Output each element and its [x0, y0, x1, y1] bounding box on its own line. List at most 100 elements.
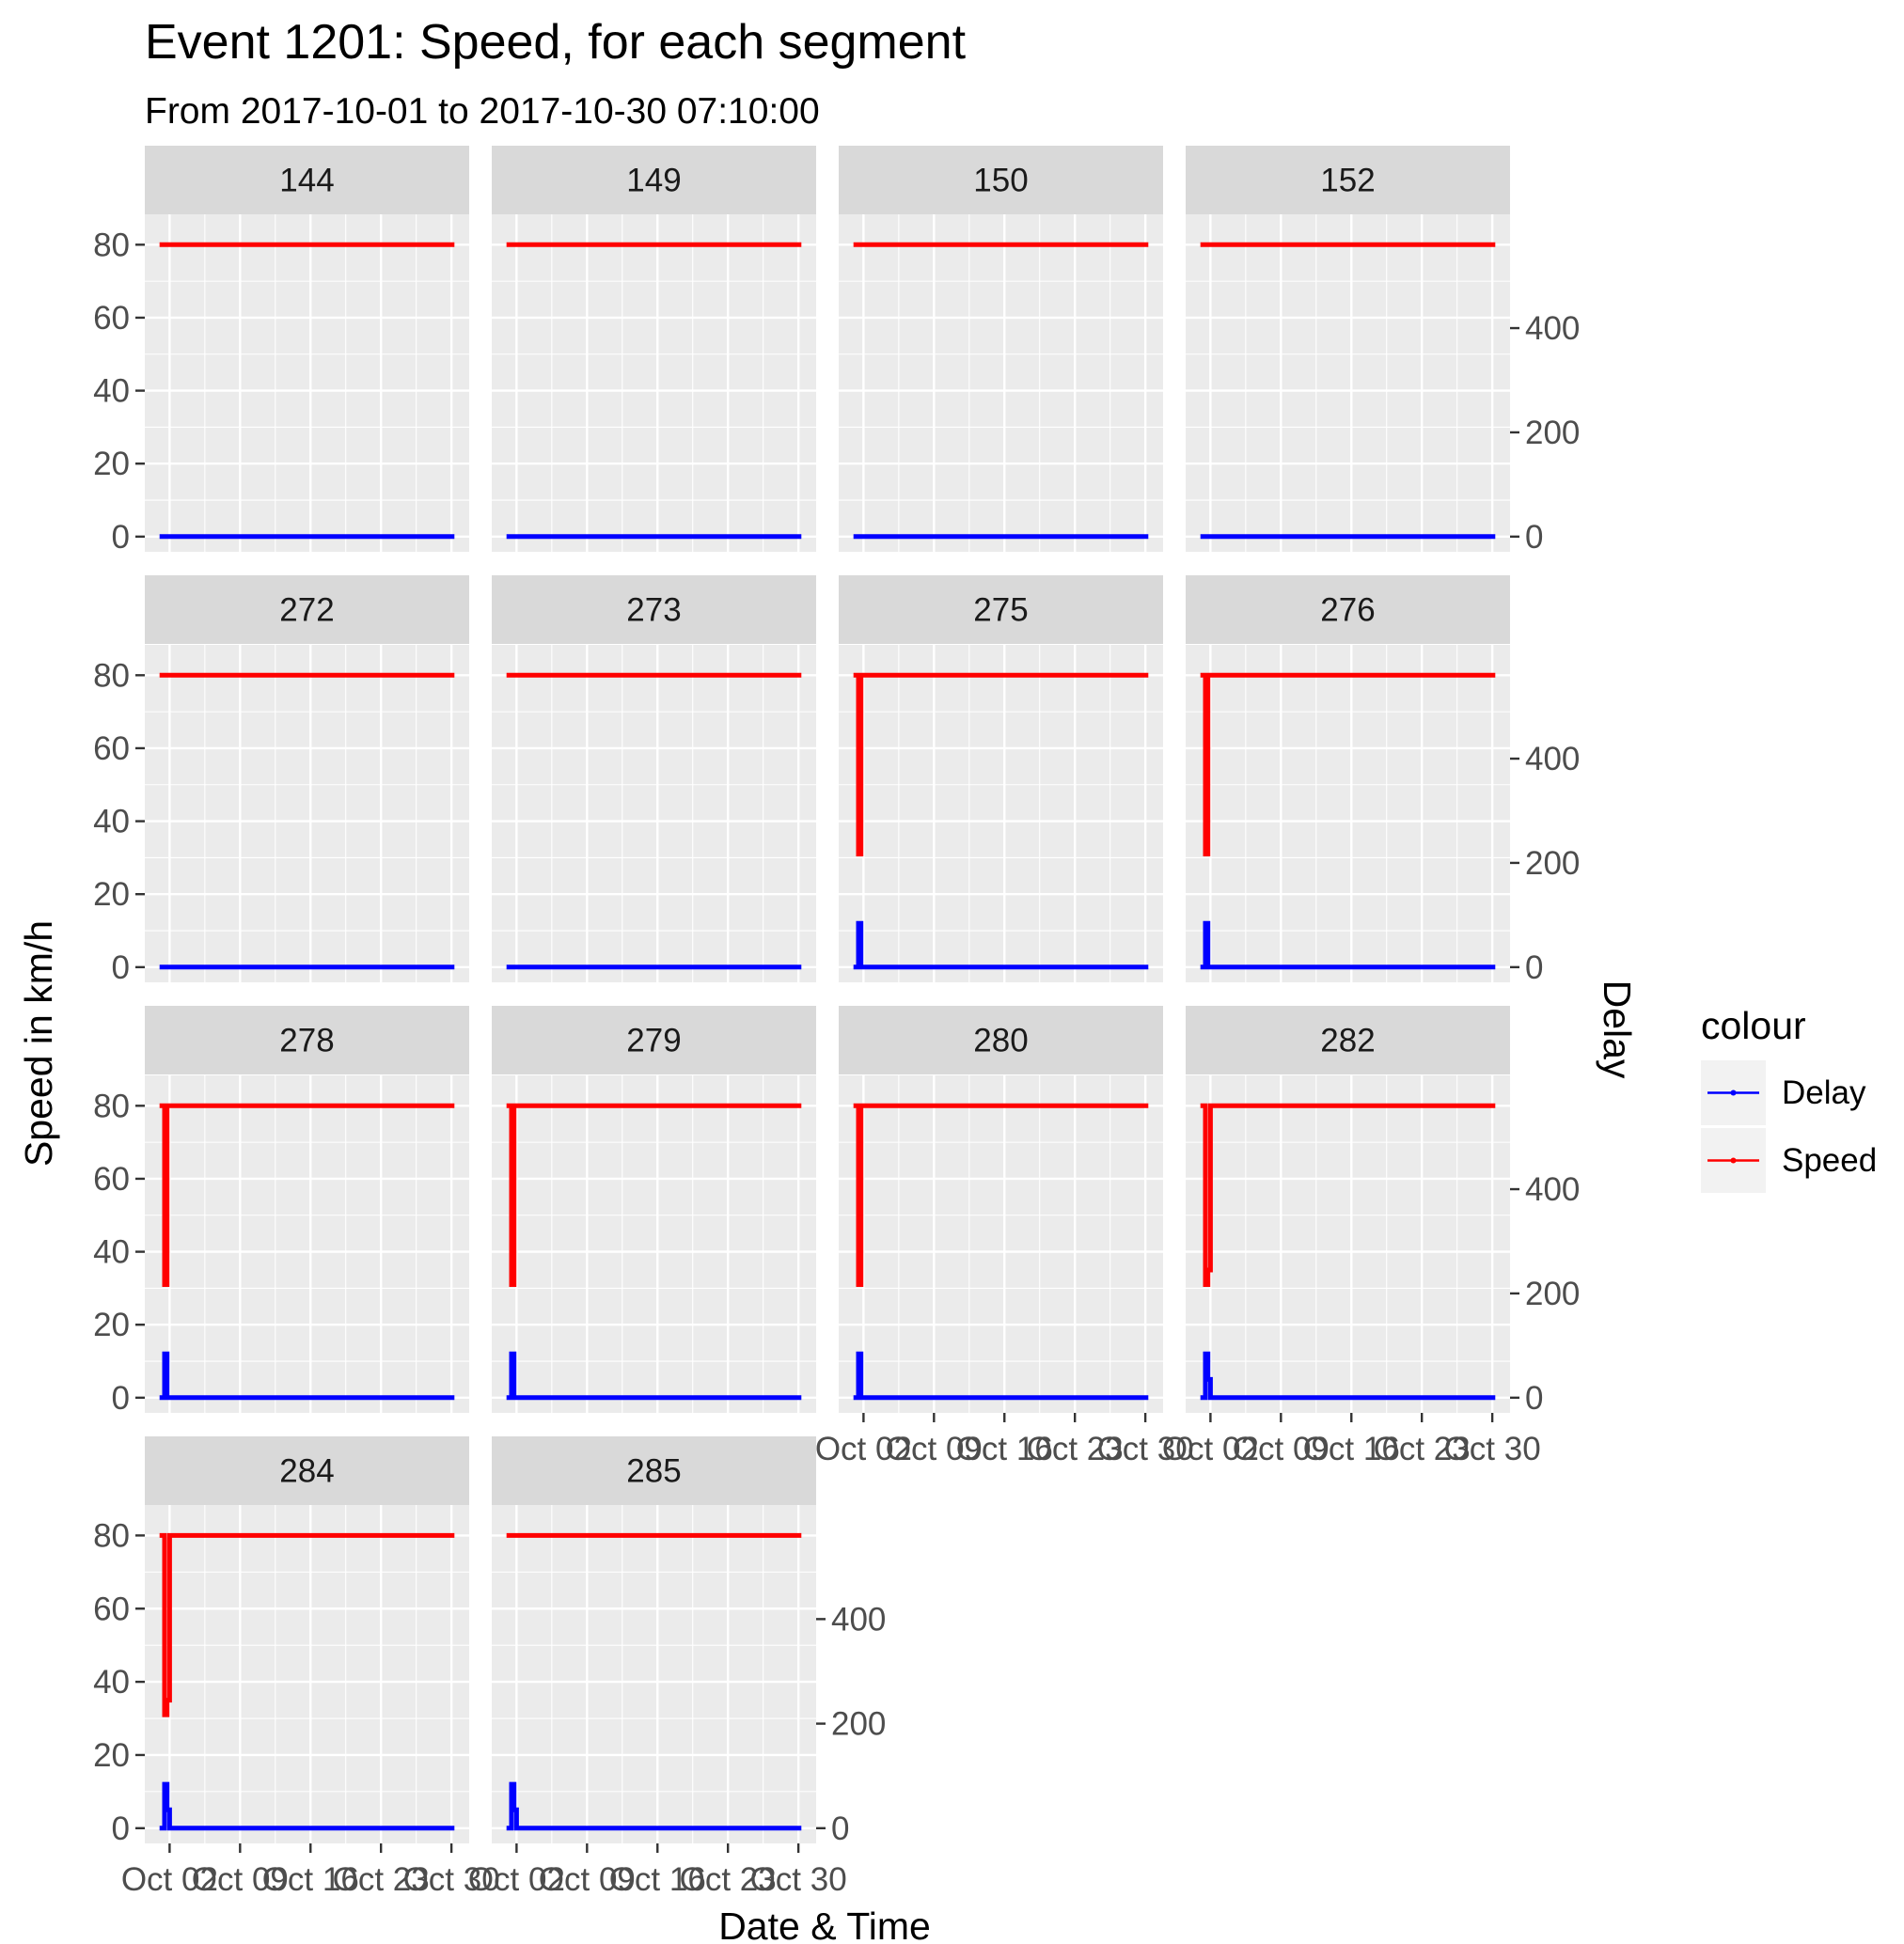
panel-background — [492, 645, 816, 982]
facet-strip-label: 150 — [973, 163, 1028, 199]
x-tick-label: Oct 09 — [539, 1861, 636, 1898]
speed-line — [853, 672, 1149, 856]
x-tick-label: Oct 30 — [1444, 1431, 1541, 1467]
facet-strip — [492, 575, 816, 644]
y-tick-label: 40 — [93, 804, 130, 840]
chart-subtitle: From 2017-10-01 to 2017-10-30 07:10:00 — [145, 91, 820, 132]
x-tick-label: Oct 23 — [1027, 1431, 1124, 1467]
facet-strip — [145, 575, 469, 644]
facet-panel-276: 276 0 200 400 — [1186, 575, 1580, 986]
facet-panel-273: 273 — [492, 575, 816, 982]
facet-strip — [492, 146, 816, 214]
panel-background — [145, 1075, 469, 1413]
delay-line — [159, 1351, 455, 1401]
facet-panel-278: 278 0 20 40 60 80 — [93, 1006, 469, 1417]
speed-line — [853, 1103, 1149, 1287]
y-tick-label: 40 — [93, 1664, 130, 1701]
y-tick-label: 40 — [93, 373, 130, 410]
y2-tick-label: 400 — [1525, 310, 1580, 347]
delay-line — [159, 1781, 455, 1831]
x-tick-label: Oct 09 — [192, 1861, 289, 1898]
panel-background — [492, 1075, 816, 1413]
panel-background — [1186, 645, 1510, 982]
x-tick-label: Oct 16 — [1303, 1431, 1400, 1467]
y-tick-label: 60 — [93, 730, 130, 767]
legend-key-point — [1730, 1157, 1737, 1164]
x-tick-label: Oct 02 — [468, 1861, 565, 1898]
legend-title: colour — [1701, 1004, 1806, 1047]
y-tick-label: 20 — [93, 1737, 130, 1774]
facet-panel-152: 152 0 200 400 — [1186, 146, 1580, 556]
x-tick-label: Oct 02 — [1162, 1431, 1259, 1467]
x-tick-label: Oct 02 — [121, 1861, 218, 1898]
y2-tick-label: 0 — [1525, 519, 1543, 556]
y-tick-label: 40 — [93, 1234, 130, 1271]
x-axis-title: Date & Time — [718, 1905, 931, 1944]
delay-line — [853, 1351, 1149, 1401]
facet-strip-label: 278 — [279, 1023, 334, 1059]
legend-key-point — [1730, 1090, 1737, 1096]
facet-panel-150: 150 — [839, 146, 1163, 552]
y-tick-label: 0 — [112, 1811, 130, 1847]
panel-background — [839, 645, 1163, 982]
panel-background — [145, 645, 469, 982]
y2-tick-label: 200 — [1525, 415, 1580, 451]
x-tick-label: Oct 16 — [609, 1861, 706, 1898]
panel-background — [492, 214, 816, 552]
facet-strip — [839, 1006, 1163, 1074]
facet-strip-label: 280 — [973, 1023, 1028, 1059]
facet-strip — [145, 1436, 469, 1505]
delay-line — [853, 920, 1149, 970]
legend: colour Delay Speed — [1701, 1004, 1877, 1193]
x-tick-label: Oct 23 — [1374, 1431, 1471, 1467]
y2-tick-label: 400 — [831, 1601, 886, 1638]
facet-panel-144: 144 0 20 40 60 80 — [93, 146, 469, 556]
y-tick-label: 60 — [93, 1591, 130, 1627]
y-tick-label: 0 — [112, 1380, 130, 1417]
y2-tick-label: 400 — [1525, 1171, 1580, 1208]
y-tick-label: 20 — [93, 446, 130, 482]
facet-strip-label: 279 — [626, 1023, 681, 1059]
y-axis-title: Speed in km/h — [17, 920, 60, 1167]
facet-strip — [1186, 575, 1510, 644]
facet-strip-label: 272 — [279, 592, 334, 629]
speed-line — [506, 1103, 802, 1287]
delay-line — [506, 1781, 802, 1831]
x-tick-label: Oct 16 — [956, 1431, 1053, 1467]
panel-background — [839, 214, 1163, 552]
facet-strip-label: 152 — [1320, 163, 1375, 199]
facet-strip-label: 284 — [279, 1453, 334, 1490]
y-tick-label: 20 — [93, 876, 130, 913]
facet-strip — [492, 1006, 816, 1074]
facet-panel-279: 279 — [492, 1006, 816, 1413]
panel-background — [1186, 214, 1510, 552]
facet-strip-label: 276 — [1320, 592, 1375, 629]
y2-tick-label: 0 — [831, 1811, 849, 1847]
panel-background — [492, 1505, 816, 1843]
speed-line — [1200, 1103, 1496, 1287]
x-tick-label: Oct 09 — [1233, 1431, 1330, 1467]
facet-strip-label: 144 — [279, 163, 334, 199]
y-tick-label: 60 — [93, 1161, 130, 1198]
facet-strip-label: 149 — [626, 163, 681, 199]
facet-strip — [145, 1006, 469, 1074]
facet-strip — [145, 146, 469, 214]
y-tick-label: 20 — [93, 1307, 130, 1343]
chart-title: Event 1201: Speed, for each segment — [145, 15, 967, 70]
panel-background — [839, 1075, 1163, 1413]
y2-axis-title: Delay — [1596, 980, 1639, 1079]
speed-line — [1200, 672, 1496, 856]
y-tick-label: 80 — [93, 657, 130, 694]
y2-tick-label: 200 — [1525, 1276, 1580, 1312]
facet-strip-label: 273 — [626, 592, 681, 629]
panel-background — [145, 1505, 469, 1843]
facet-strip — [492, 1436, 816, 1505]
y2-tick-label: 0 — [1525, 1380, 1543, 1417]
x-tick-label: Oct 16 — [262, 1861, 359, 1898]
